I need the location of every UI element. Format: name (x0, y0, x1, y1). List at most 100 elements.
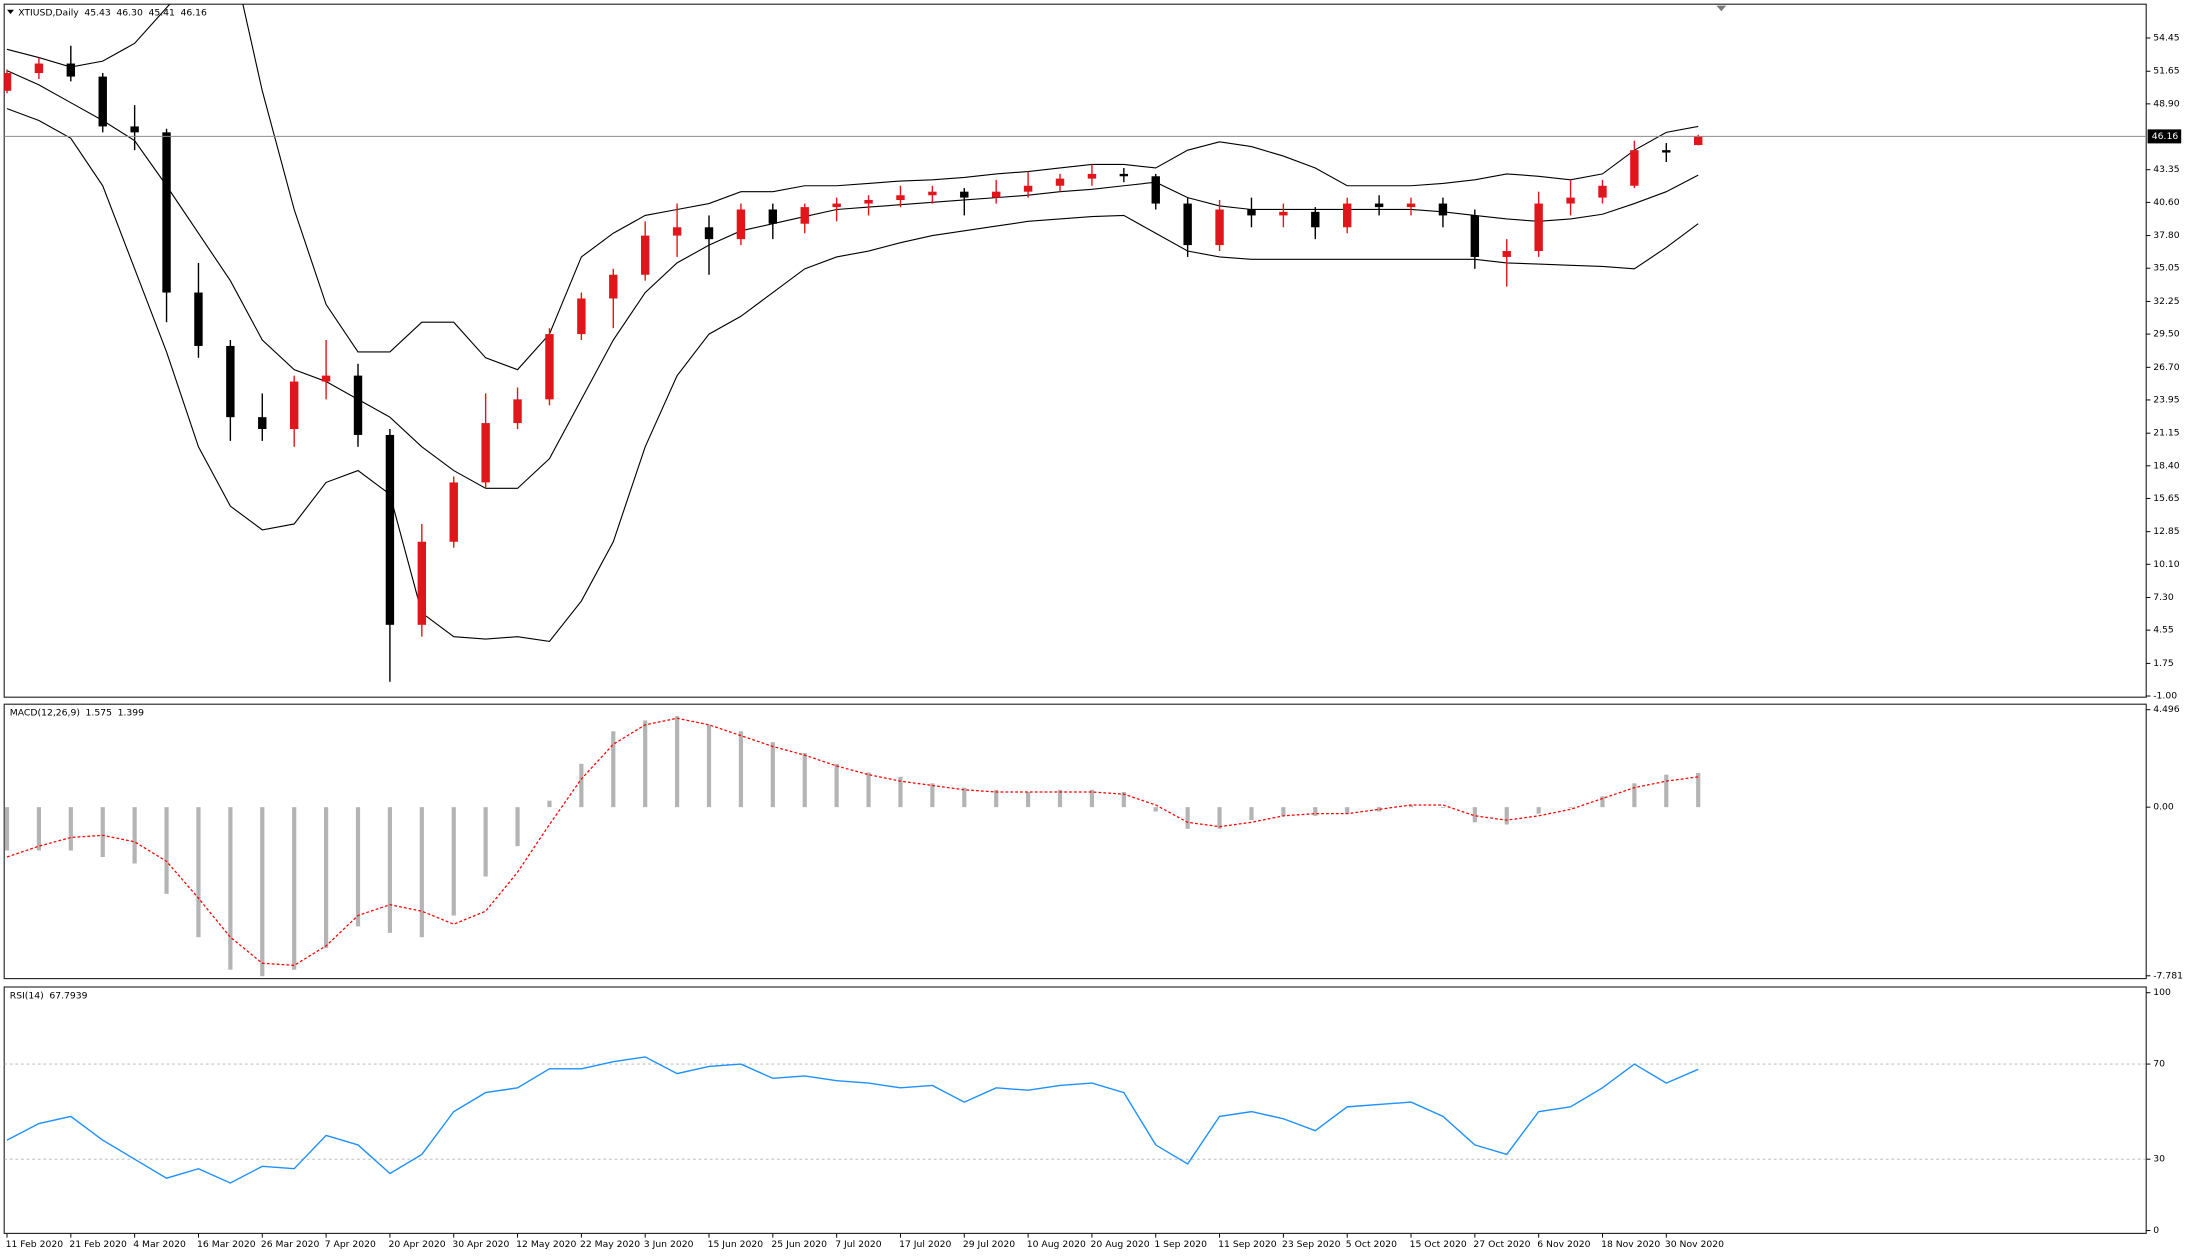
candle-body (1662, 150, 1671, 153)
candle-body (577, 298, 586, 335)
macd-histogram-bar (898, 776, 903, 808)
header-part: 1.575 (86, 707, 113, 718)
candle-body (1151, 176, 1160, 204)
price-plot (4, 4, 1703, 682)
macd-plot (4, 716, 1701, 977)
candle-body (66, 63, 76, 77)
macd-histogram-bar (1185, 807, 1190, 829)
macd-histogram-bar (100, 807, 105, 858)
macd-histogram-bar (68, 807, 73, 851)
y-tick-label: 70 (2153, 1059, 2165, 1070)
x-tick-label: 3 Jun 2020 (644, 1239, 694, 1250)
bollinger-band (6, 108, 1699, 643)
x-tick-label: 6 Nov 2020 (1537, 1239, 1590, 1250)
macd-histogram-bar (674, 716, 680, 808)
macd-histogram-bar (4, 807, 10, 851)
macd-histogram-bar (834, 763, 839, 808)
current-price-tag (2147, 129, 2182, 144)
macd-signal-line (6, 717, 1699, 967)
candle-body (1279, 211, 1288, 216)
y-tick-label: 37.80 (2153, 230, 2180, 241)
indicator-header: RSI(14) 67.7939 (10, 990, 88, 1001)
macd-histogram-bar (547, 800, 552, 808)
rsi-line (6, 1056, 1699, 1184)
y-tick-label: 35.05 (2153, 263, 2180, 274)
macd-histogram-bar (1664, 774, 1669, 808)
macd-histogram-bar (36, 807, 42, 851)
x-tick-label: 23 Sep 2020 (1282, 1239, 1341, 1250)
header-part: 45.41 (148, 7, 175, 18)
x-tick-label: 29 Jul 2020 (963, 1239, 1015, 1250)
bollinger-band (6, 4, 1699, 371)
y-tick-label: 29.50 (2153, 329, 2180, 340)
y-tick-label: 26.70 (2153, 362, 2180, 373)
x-tick-label: 25 Jun 2020 (771, 1239, 827, 1250)
macd-histogram-bar (1696, 773, 1701, 808)
candle-body (258, 417, 267, 430)
candle-body (736, 209, 746, 240)
panel-frame (3, 986, 2147, 1234)
indicator-header: XTIUSD,Daily 45.43 46.30 45.41 46.16 (18, 7, 207, 18)
macd-histogram-bar (483, 807, 488, 877)
header-part: 67.7939 (49, 990, 87, 1001)
candle-body (800, 207, 809, 224)
candle-body (1438, 203, 1448, 216)
candle-body (704, 227, 714, 240)
macd-histogram-bar (451, 807, 456, 916)
candle-body (449, 482, 458, 542)
candle-body (4, 73, 12, 91)
candle-body (417, 541, 427, 625)
candle-body (1023, 185, 1033, 192)
macd-histogram-bar (738, 731, 744, 808)
macd-histogram-bar (1440, 807, 1446, 808)
x-tick-label: 10 Aug 2020 (1027, 1239, 1086, 1250)
macd-histogram-bar (1313, 807, 1318, 816)
macd-histogram-bar (611, 731, 616, 808)
macd-histogram-bar (355, 807, 361, 927)
macd-histogram-bar (1568, 807, 1573, 808)
candle-body (385, 434, 395, 625)
macd-histogram-bar (260, 807, 265, 977)
macd-histogram-bar (1121, 791, 1126, 808)
y-tick-label: -1.00 (2153, 691, 2177, 702)
candle-body (1374, 203, 1384, 208)
bollinger-band (6, 70, 1699, 489)
macd-histogram-bar (1026, 791, 1031, 808)
x-tick-label: 11 Feb 2020 (6, 1239, 64, 1250)
candle-body (928, 191, 937, 196)
candle-body (513, 399, 522, 424)
x-tick-label: 30 Apr 2020 (452, 1239, 509, 1250)
x-tick-label: 15 Oct 2020 (1410, 1239, 1467, 1250)
macd-histogram-bar (930, 783, 935, 808)
macd-histogram-bar (643, 720, 648, 808)
candle-body (162, 132, 171, 293)
x-tick-label: 27 Oct 2020 (1473, 1239, 1530, 1250)
candle-body (896, 195, 905, 200)
menu-arrow[interactable] (7, 9, 15, 14)
x-tick-label: 30 Nov 2020 (1665, 1239, 1724, 1250)
y-tick-label: 30 (2153, 1154, 2165, 1165)
candle-body (34, 63, 44, 74)
candle-body (1566, 197, 1575, 204)
candle-body (1694, 136, 1703, 146)
shift-marker[interactable] (1716, 5, 1727, 12)
macd-histogram-bar (1089, 789, 1095, 808)
macd-histogram-bar (1217, 807, 1222, 829)
candle-body (640, 235, 650, 275)
macd-histogram-bar (164, 807, 169, 894)
header-part: 46.16 (180, 7, 207, 18)
y-tick-label: 7.30 (2153, 592, 2174, 603)
candle-body (1406, 203, 1416, 208)
candle-body (960, 191, 969, 198)
x-tick-label: 4 Mar 2020 (133, 1239, 186, 1250)
candle-body (1055, 178, 1065, 186)
x-tick-label: 12 May 2020 (516, 1239, 576, 1250)
macd-histogram-bar (1600, 796, 1605, 808)
header-part: 45.43 (84, 7, 111, 18)
macd-histogram-bar (579, 763, 584, 808)
candle-body (991, 191, 1001, 198)
current-price-label: 46.16 (2152, 131, 2179, 142)
candle-body (1598, 185, 1607, 198)
candle-body (130, 126, 139, 133)
